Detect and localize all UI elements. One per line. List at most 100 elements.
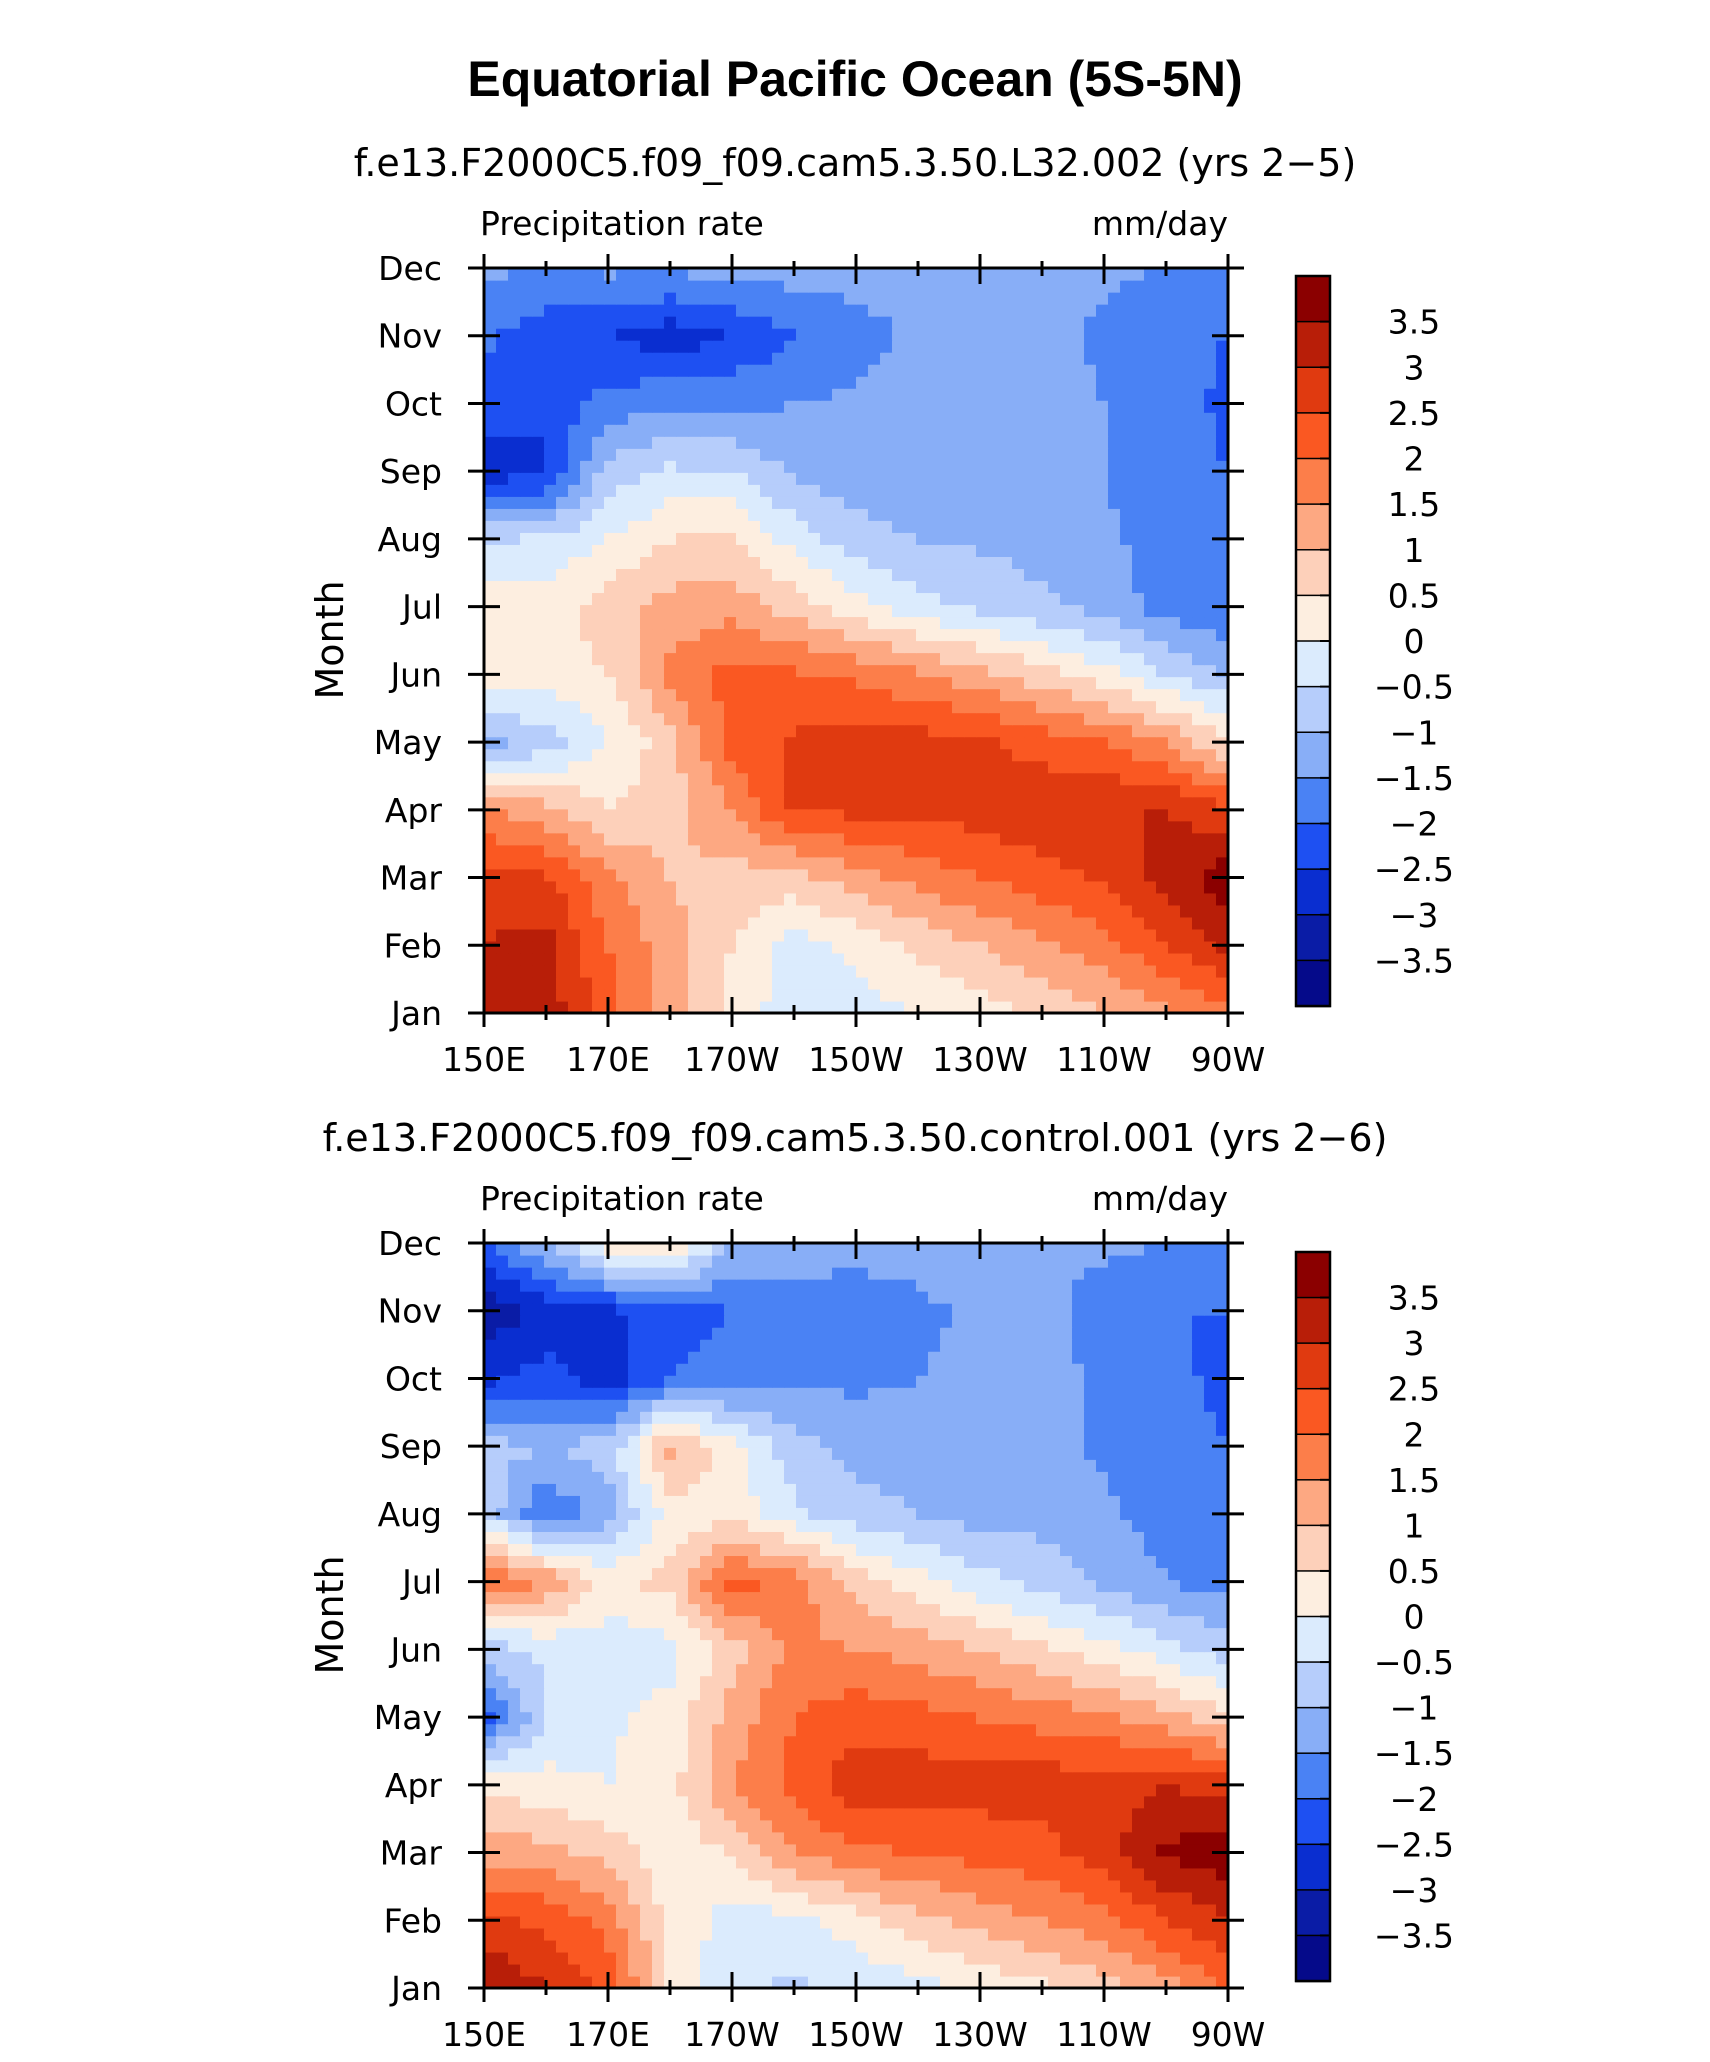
heatmap-cell <box>700 904 713 918</box>
heatmap-cell <box>1036 1891 1049 1905</box>
heatmap-cell <box>1048 340 1061 353</box>
heatmap-cell <box>760 340 773 353</box>
heatmap-cell <box>820 1903 833 1917</box>
heatmap-cell <box>808 616 821 630</box>
heatmap-cell <box>1084 412 1097 425</box>
heatmap-cell <box>700 1939 713 1953</box>
heatmap-cell <box>1084 1939 1097 1953</box>
heatmap-cell <box>868 1879 881 1893</box>
x-tick-label: 170E <box>566 1040 650 1079</box>
heatmap-cell <box>568 412 581 425</box>
heatmap-cell <box>1024 724 1037 738</box>
heatmap-cell <box>604 892 617 906</box>
heatmap-cell <box>556 904 569 918</box>
heatmap-cell <box>628 640 641 654</box>
heatmap-cell <box>580 952 593 966</box>
heatmap-cell <box>868 844 881 858</box>
heatmap-cell <box>1180 736 1193 750</box>
heatmap-cell <box>1084 1915 1097 1929</box>
heatmap-cell <box>1012 1963 1025 1977</box>
heatmap-cell <box>556 1975 569 1989</box>
heatmap-cell <box>1000 592 1013 606</box>
heatmap-cell <box>1168 772 1181 786</box>
heatmap-cell <box>808 664 821 678</box>
heatmap-cell <box>1024 880 1037 894</box>
heatmap-cell <box>688 796 701 810</box>
heatmap-cell <box>880 412 893 425</box>
heatmap-cell <box>856 820 869 834</box>
heatmap-cell <box>712 1879 725 1893</box>
heatmap-cell <box>640 556 653 570</box>
heatmap-cell <box>772 568 785 582</box>
heatmap-cell <box>976 352 989 365</box>
heatmap-cell <box>748 652 761 666</box>
heatmap-cell <box>784 1963 797 1977</box>
heatmap-cell <box>1180 592 1193 606</box>
heatmap-cell <box>820 424 833 437</box>
heatmap-cell <box>1072 544 1085 557</box>
heatmap-cell <box>868 1951 881 1965</box>
heatmap-cell <box>808 520 821 533</box>
heatmap-cell <box>784 868 797 882</box>
heatmap-cell <box>820 760 833 774</box>
heatmap-cell <box>484 472 497 485</box>
heatmap-cell <box>1012 964 1025 978</box>
heatmap-cell <box>1060 976 1073 990</box>
heatmap-cell <box>1084 688 1097 702</box>
heatmap-cell <box>772 676 785 690</box>
heatmap-cell <box>1024 1867 1037 1881</box>
heatmap-cell <box>916 1963 929 1977</box>
heatmap-cell <box>556 928 569 942</box>
heatmap-cell <box>1096 268 1109 281</box>
heatmap-cell <box>1084 532 1097 545</box>
heatmap-cell <box>568 1855 581 1869</box>
heatmap-cell <box>736 460 749 473</box>
heatmap-cell <box>568 796 581 810</box>
heatmap-cell <box>664 424 677 437</box>
heatmap-cell <box>1132 964 1145 978</box>
heatmap-cell <box>856 1963 869 1977</box>
heatmap-cell <box>808 556 821 570</box>
heatmap-cell <box>640 352 653 365</box>
heatmap-cell <box>760 1807 773 1821</box>
heatmap-cell <box>1120 448 1133 461</box>
heatmap-cell <box>712 460 725 473</box>
colorbar-box <box>1295 640 1331 688</box>
heatmap-cell <box>820 640 833 654</box>
heatmap-cell <box>736 736 749 750</box>
heatmap-cell <box>1168 1903 1181 1917</box>
heatmap-cell <box>1120 616 1133 630</box>
heatmap-cell <box>712 1939 725 1953</box>
heatmap-cell <box>1180 784 1193 798</box>
heatmap-cell <box>1144 1795 1157 1809</box>
heatmap-cell <box>688 640 701 654</box>
heatmap-cell <box>532 568 545 582</box>
heatmap-cell <box>916 796 929 810</box>
heatmap-cell <box>784 952 797 966</box>
heatmap-cell <box>916 484 929 497</box>
heatmap-cell <box>856 976 869 990</box>
heatmap-cell <box>556 424 569 437</box>
heatmap-cell <box>892 1795 905 1809</box>
heatmap-cell <box>1144 352 1157 365</box>
heatmap-cell <box>532 484 545 497</box>
heatmap-cell <box>892 844 905 858</box>
heatmap-cell <box>592 1963 605 1977</box>
heatmap-cell <box>1192 940 1205 954</box>
heatmap-cell <box>1060 400 1073 413</box>
heatmap-cell <box>892 1927 905 1941</box>
heatmap-cell <box>568 520 581 533</box>
heatmap-cell <box>844 1843 857 1857</box>
heatmap-cell <box>844 328 857 341</box>
heatmap-cell <box>592 1915 605 1929</box>
heatmap-cell <box>712 568 725 582</box>
heatmap-cell <box>1156 652 1169 666</box>
heatmap-cell <box>856 472 869 485</box>
heatmap-cell <box>712 748 725 762</box>
heatmap-cell <box>808 1831 821 1845</box>
heatmap-cell <box>736 412 749 425</box>
heatmap-cell <box>484 868 497 882</box>
heatmap-cell <box>1060 436 1073 449</box>
heatmap-cell <box>1144 436 1157 449</box>
heatmap-cell <box>748 424 761 437</box>
